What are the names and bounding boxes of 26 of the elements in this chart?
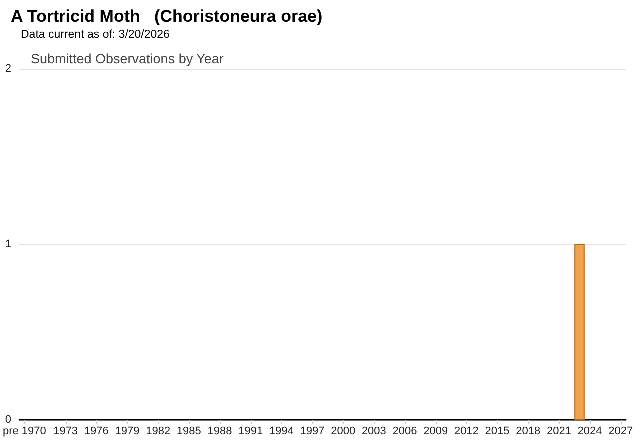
x-tick-label: 2003 [362, 426, 386, 438]
x-tick-label: 2015 [485, 426, 510, 438]
x-tick-label: 2018 [516, 426, 541, 438]
x-tick-label: 2006 [392, 426, 418, 438]
x-tick-label: 1991 [238, 426, 264, 438]
y-tick-label: 0 [5, 414, 12, 426]
chart-title: A Tortricid Moth (Choristoneura orae) [11, 7, 323, 26]
x-tick-label: 2000 [331, 426, 356, 438]
x-tick-label: 2027 [608, 426, 634, 438]
x-tick-label: 1982 [146, 426, 171, 438]
x-tick-label: 1973 [54, 426, 78, 438]
text: Submitted Observations by Year [31, 52, 224, 66]
x-tick-label: 1988 [208, 426, 232, 438]
x-tick-label: 2009 [424, 426, 448, 438]
x-tick-label: 2012 [454, 426, 479, 438]
x-tick-label: 1997 [300, 426, 325, 438]
x-tick-label: 1985 [176, 426, 202, 438]
x-tick-label: 1994 [269, 426, 294, 438]
x-tick-label: 1976 [84, 426, 109, 438]
chart-subtitle: Data current as of: 3/20/2026 [21, 29, 170, 41]
x-tick-label: 2024 [578, 426, 602, 438]
x-tick-label: 1979 [115, 426, 140, 438]
y-tick-label: 1 [5, 238, 12, 250]
y-tick-label: 2 [5, 63, 12, 75]
x-tick-label: 2021 [546, 426, 572, 438]
x-tick-label: pre 1970 [2, 426, 46, 438]
